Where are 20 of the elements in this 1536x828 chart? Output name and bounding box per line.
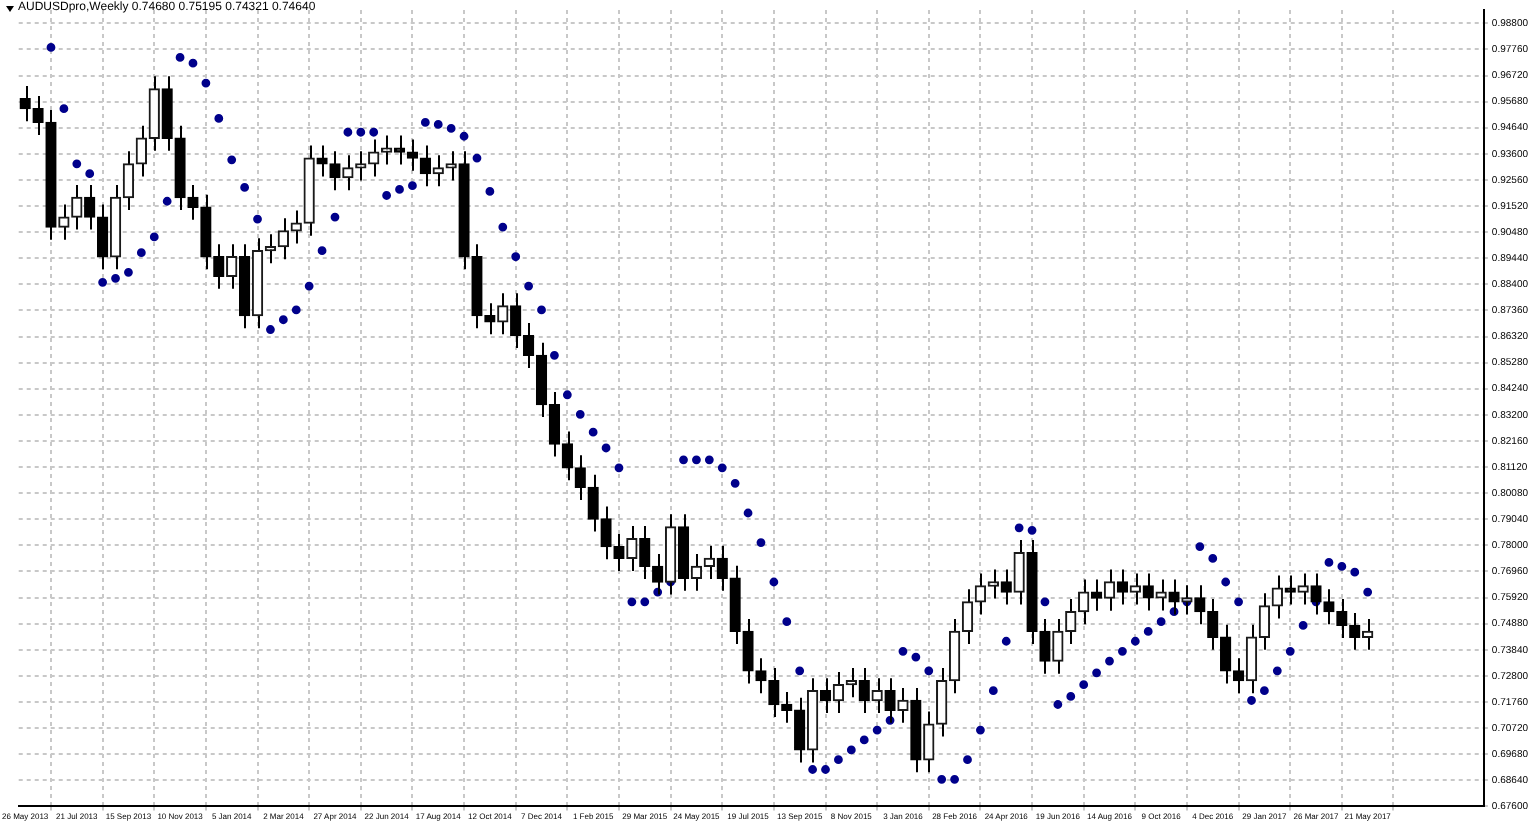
- candlestick: [561, 430, 573, 482]
- candlestick: [368, 138, 380, 178]
- candlestick: [316, 144, 328, 178]
- candlestick: [819, 677, 832, 715]
- candlestick: [355, 150, 367, 182]
- candlestick: [419, 144, 431, 188]
- candlestick: [290, 209, 302, 245]
- candlestick: [1090, 578, 1103, 612]
- candlestick: [974, 572, 987, 616]
- candlestick: [1000, 568, 1012, 606]
- candlestick: [406, 138, 419, 172]
- candlestick: [858, 667, 870, 715]
- candlestick: [1232, 657, 1245, 695]
- candlestick: [329, 150, 341, 192]
- candlestick: [393, 134, 406, 166]
- candlestick: [84, 183, 96, 231]
- candlestick: [96, 203, 109, 271]
- candlestick: [1284, 574, 1296, 606]
- candlestick: [1116, 568, 1129, 606]
- candlestick: [1142, 572, 1154, 612]
